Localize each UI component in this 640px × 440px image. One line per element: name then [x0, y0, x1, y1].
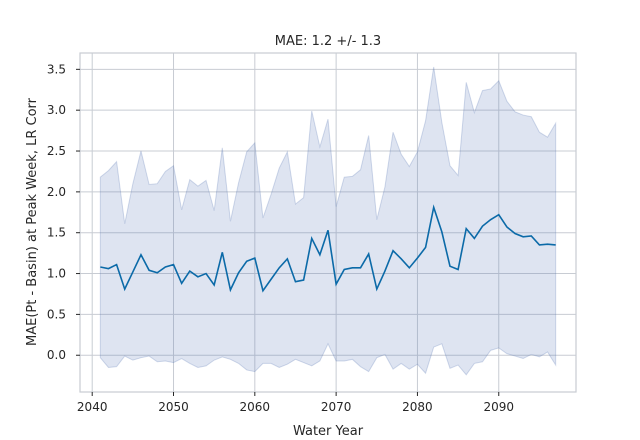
y-tick-label: 1.0: [47, 267, 66, 281]
y-tick-label: 0.0: [47, 348, 66, 362]
y-tick-label: 3.5: [47, 62, 66, 76]
x-tick-label: 2060: [240, 400, 271, 414]
y-tick-label: 2.5: [47, 144, 66, 158]
y-tick-label: 3.0: [47, 103, 66, 117]
x-ticks: 2040 2050 2060 2070 2080 2090: [77, 392, 514, 414]
x-tick-label: 2040: [77, 400, 108, 414]
x-gridlines: [91, 53, 500, 392]
y-ticks: 0.0 0.5 1.0 1.5 2.0 2.5 3.0 3.5: [47, 62, 80, 362]
series-line: [100, 204, 556, 293]
x-tick-label: 2080: [402, 400, 433, 414]
x-tick-label: 2090: [483, 400, 514, 414]
y-tick-label: 1.5: [47, 226, 66, 240]
x-tick-label: 2070: [321, 400, 352, 414]
x-axis-title: Water Year: [293, 424, 364, 439]
x-tick-label: 2050: [158, 400, 189, 414]
y-tick-label: 2.0: [47, 185, 66, 199]
plot-frame: [79, 52, 577, 393]
confidence-band: [99, 66, 557, 376]
y-gridlines: [80, 68, 576, 356]
y-axis-title: MAE(Pt - Basin) at Peak Week, LR Corr: [25, 97, 40, 346]
y-tick-label: 0.5: [47, 307, 66, 321]
chart-title: MAE: 1.2 +/- 1.3: [275, 34, 381, 49]
